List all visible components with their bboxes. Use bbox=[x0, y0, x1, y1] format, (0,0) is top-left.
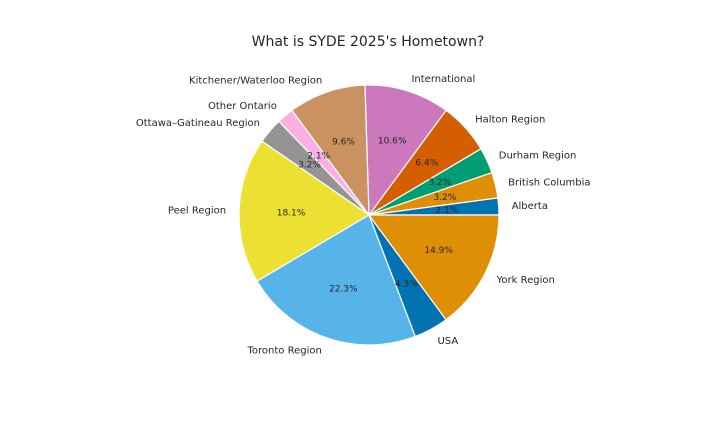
slice-label-peel-region: Peel Region bbox=[168, 206, 226, 217]
chart-title: What is SYDE 2025's Hometown? bbox=[252, 34, 485, 50]
slice-label-usa: USA bbox=[437, 336, 458, 347]
slice-label-british-columbia: British Columbia bbox=[508, 178, 590, 189]
pie-slice-international bbox=[364, 84, 447, 217]
slice-percent-halton-region: 6.4% bbox=[415, 159, 438, 169]
slice-label-international: International bbox=[411, 74, 475, 85]
slice-percent-alberta: 2.1% bbox=[435, 206, 458, 216]
slice-label-york-region: York Region bbox=[496, 275, 555, 286]
slice-percent-international: 10.6% bbox=[378, 137, 407, 147]
slice-percent-peel-region: 18.1% bbox=[277, 208, 306, 218]
slices-layer bbox=[238, 84, 500, 346]
slice-label-durham-region: Durham Region bbox=[499, 150, 577, 161]
slice-percent-british-columbia: 3.2% bbox=[433, 193, 456, 203]
pie-slice-york-region bbox=[367, 214, 500, 321]
slice-label-ottawa-gatineau-region: Ottawa–Gatineau Region bbox=[136, 118, 260, 129]
slice-percent-durham-region: 3.2% bbox=[428, 178, 451, 188]
slice-label-kitchener-waterloo-region: Kitchener/Waterloo Region bbox=[189, 75, 322, 86]
slice-label-alberta: Alberta bbox=[512, 201, 548, 212]
pie-slice-kitchener-waterloo-region bbox=[291, 84, 370, 217]
labels-layer: Alberta 2.1% British Columbia 3.2% Durham Re… bbox=[136, 74, 591, 357]
pie-slice-peel-region bbox=[238, 140, 371, 282]
slice-label-halton-region: Halton Region bbox=[475, 115, 545, 126]
slice-label-toronto-region: Toronto Region bbox=[247, 345, 322, 356]
pie-slice-toronto-region bbox=[256, 214, 417, 346]
slice-percent-york-region: 14.9% bbox=[424, 246, 453, 256]
slice-percent-ottawa-gatineau-region: 3.2% bbox=[298, 161, 321, 171]
slice-percent-kitchener-waterloo-region: 9.6% bbox=[332, 137, 355, 147]
slice-percent-other-ontario: 2.1% bbox=[307, 151, 330, 161]
slice-percent-toronto-region: 22.3% bbox=[329, 285, 358, 295]
slice-percent-usa: 4.3% bbox=[395, 279, 418, 289]
slice-label-other-ontario: Other Ontario bbox=[208, 101, 277, 112]
